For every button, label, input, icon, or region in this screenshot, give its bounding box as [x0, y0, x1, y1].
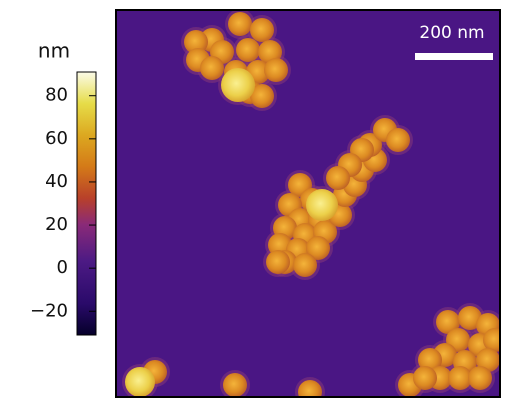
colorbar-tick-label: 40	[45, 171, 68, 192]
particle	[200, 56, 224, 80]
scale-bar	[415, 53, 493, 60]
colorbar-tick-label: −20	[30, 300, 68, 321]
particle	[326, 166, 350, 190]
image-frame	[115, 9, 501, 398]
particle-bright	[306, 189, 338, 221]
scale-bar-label: 200 nm	[419, 23, 484, 43]
particle	[228, 12, 252, 36]
particle	[483, 328, 500, 352]
particle	[184, 30, 208, 54]
particle	[418, 348, 442, 372]
particle	[436, 310, 460, 334]
particle	[236, 38, 260, 62]
particle	[264, 58, 288, 82]
particle	[306, 236, 330, 260]
particle	[266, 250, 290, 274]
particle	[250, 84, 274, 108]
colorbar	[76, 71, 97, 336]
colorbar-tick-label: 60	[45, 128, 68, 149]
particle	[448, 366, 472, 390]
colorbar-tick-label: 20	[45, 214, 68, 235]
particle	[250, 18, 274, 42]
particle	[413, 366, 437, 390]
particle	[298, 380, 322, 397]
particle	[468, 366, 492, 390]
particle-bright	[221, 68, 255, 102]
particle	[386, 128, 410, 152]
particle	[223, 373, 247, 397]
particles	[122, 10, 500, 397]
particle-bright	[125, 367, 155, 397]
particle	[476, 348, 500, 372]
colorbar-tick-label: 80	[45, 85, 68, 106]
colorbar-tick-label: 0	[57, 257, 68, 278]
particle	[458, 306, 482, 330]
particle	[293, 253, 317, 277]
colorbar-label: nm	[38, 39, 70, 63]
